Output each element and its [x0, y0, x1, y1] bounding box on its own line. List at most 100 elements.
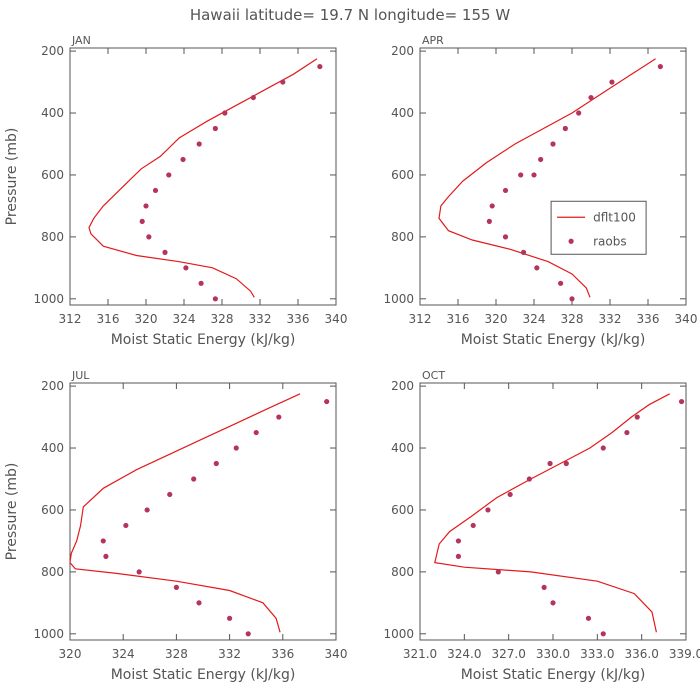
x-tick-label: 339.0 — [669, 647, 700, 661]
data-point-raobs — [486, 218, 492, 224]
x-tick-label: 324 — [523, 312, 546, 326]
y-tick-label: 600 — [391, 168, 414, 182]
x-tick-label: 336 — [271, 647, 294, 661]
data-point-raobs — [550, 141, 556, 147]
y-tick-label: 800 — [41, 230, 64, 244]
data-point-raobs — [317, 63, 323, 70]
legend-label: dflt100 — [593, 210, 636, 224]
x-tick-label: 324 — [173, 312, 196, 326]
series-line-dflt100 — [88, 58, 318, 298]
y-tick-label: 400 — [41, 441, 64, 455]
x-tick-label: 328 — [211, 312, 234, 326]
x-tick-label: 324 — [112, 647, 135, 661]
data-point-raobs — [502, 234, 509, 240]
data-point-raobs — [196, 141, 202, 147]
y-tick-label: 1000 — [33, 627, 64, 641]
data-point-raobs — [245, 631, 251, 637]
data-point-raobs — [455, 538, 462, 544]
y-tick-label: 800 — [391, 565, 414, 579]
panel-label: JUL — [71, 369, 90, 382]
x-tick-label: 316 — [97, 312, 120, 326]
x-tick-label: 320 — [485, 312, 508, 326]
data-point-raobs — [144, 507, 150, 513]
x-tick-label: 332 — [218, 647, 241, 661]
data-point-raobs — [180, 156, 186, 163]
data-point-raobs — [495, 569, 501, 575]
data-point-raobs — [166, 172, 172, 178]
data-point-raobs — [558, 280, 564, 286]
panel-label: OCT — [422, 369, 445, 382]
plot-frame — [69, 47, 337, 306]
data-point-raobs — [569, 296, 575, 302]
data-point-raobs — [198, 280, 204, 286]
data-point-raobs — [507, 491, 513, 498]
data-point-raobs — [600, 631, 606, 637]
data-point-raobs — [162, 249, 168, 255]
x-tick-label: 328 — [561, 312, 584, 326]
y-tick-label: 600 — [391, 503, 414, 517]
data-point-raobs — [123, 522, 129, 529]
data-point-raobs — [534, 265, 540, 271]
panel-apr: APR 312 316 320 324 328 332 336 340 200 400 600 800 1… — [383, 34, 697, 348]
data-point-raobs — [585, 615, 592, 621]
x-tick-label: 336 — [287, 312, 310, 326]
data-point-raobs — [136, 569, 142, 575]
data-point-raobs — [470, 522, 476, 529]
data-point-raobs — [518, 172, 524, 178]
data-point-raobs — [146, 234, 152, 240]
x-tick-label: 340 — [675, 312, 698, 326]
series-line-dflt100 — [438, 58, 656, 298]
data-point-raobs — [678, 398, 685, 405]
data-point-raobs — [103, 553, 109, 559]
y-tick-label: 200 — [41, 44, 64, 58]
data-point-raobs — [212, 296, 218, 302]
data-point-raobs — [276, 414, 282, 420]
y-tick-label: 1000 — [383, 292, 414, 306]
x-tick-label: 336.0 — [624, 647, 658, 661]
data-point-raobs — [600, 445, 606, 451]
panels: JAN 312 316 320 324 328 332 336 340 200 400 600 800 1… — [4, 34, 700, 683]
data-point-raobs — [253, 429, 259, 436]
x-tick-label: 321.0 — [403, 647, 437, 661]
x-tick-label: 330.0 — [536, 647, 570, 661]
data-point-raobs — [324, 398, 330, 405]
x-tick-label: 324.0 — [447, 647, 481, 661]
data-point-raobs — [576, 110, 582, 116]
data-point-raobs — [634, 414, 640, 420]
plot-frame — [69, 382, 337, 641]
data-point-raobs — [531, 172, 537, 178]
data-point-raobs — [588, 94, 594, 101]
data-point-raobs — [526, 476, 532, 482]
data-point-raobs — [152, 187, 159, 194]
y-tick-label: 1000 — [383, 627, 414, 641]
data-point-raobs — [183, 265, 189, 271]
panel-jul: JUL 320 324 328 332 336 340 200 400 600 800 1000 Moi… — [4, 369, 347, 683]
y-tick-label: 200 — [391, 379, 414, 393]
series-line-dflt100 — [434, 393, 670, 633]
x-tick-label: 328 — [165, 647, 188, 661]
data-point-raobs — [173, 584, 179, 590]
data-point-raobs — [143, 203, 149, 209]
data-point-raobs — [213, 460, 219, 467]
y-tick-label: 800 — [391, 230, 414, 244]
data-point-raobs — [657, 63, 663, 70]
y-tick-label: 800 — [41, 565, 64, 579]
x-tick-label: 320 — [135, 312, 158, 326]
data-point-raobs — [233, 445, 239, 451]
x-axis-title: Moist Static Energy (kJ/kg) — [461, 667, 646, 683]
data-point-raobs — [191, 476, 197, 482]
y-tick-label: 1000 — [33, 292, 64, 306]
legend: dflt100 raobs — [550, 200, 647, 255]
y-axis-title: Pressure (mb) — [4, 128, 20, 226]
legend-swatch-marker — [568, 238, 574, 244]
data-point-raobs — [609, 79, 615, 85]
data-point-raobs — [550, 600, 556, 606]
series-line-dflt100 — [69, 393, 301, 633]
data-point-raobs — [139, 218, 145, 224]
x-tick-label: 316 — [447, 312, 470, 326]
data-point-raobs — [227, 615, 233, 621]
data-point-raobs — [250, 94, 256, 101]
x-tick-label: 340 — [325, 312, 348, 326]
data-point-raobs — [100, 538, 106, 544]
